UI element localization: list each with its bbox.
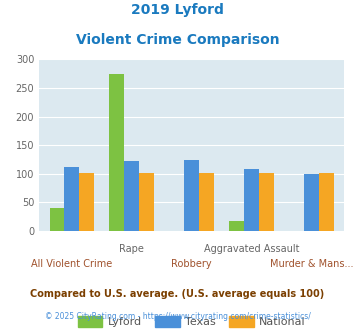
- Bar: [184, 159, 199, 231]
- Bar: [319, 173, 334, 231]
- Bar: [109, 74, 124, 231]
- Text: Compared to U.S. average. (U.S. average equals 100): Compared to U.S. average. (U.S. average …: [31, 289, 324, 299]
- Bar: [139, 173, 154, 231]
- Text: All Violent Crime: All Violent Crime: [31, 259, 113, 269]
- Text: Murder & Mans...: Murder & Mans...: [270, 259, 353, 269]
- Bar: [124, 161, 139, 231]
- Text: Rape: Rape: [119, 244, 144, 254]
- Bar: [304, 174, 319, 231]
- Bar: [50, 208, 65, 231]
- Text: © 2025 CityRating.com - https://www.cityrating.com/crime-statistics/: © 2025 CityRating.com - https://www.city…: [45, 312, 310, 321]
- Text: Aggravated Assault: Aggravated Assault: [204, 244, 299, 254]
- Bar: [244, 169, 259, 231]
- Bar: [229, 221, 244, 231]
- Bar: [259, 173, 274, 231]
- Text: 2019 Lyford: 2019 Lyford: [131, 3, 224, 17]
- Bar: [199, 173, 214, 231]
- Text: Robbery: Robbery: [171, 259, 212, 269]
- Bar: [80, 173, 94, 231]
- Text: Violent Crime Comparison: Violent Crime Comparison: [76, 33, 279, 47]
- Bar: [65, 167, 80, 231]
- Legend: Lyford, Texas, National: Lyford, Texas, National: [73, 312, 310, 330]
